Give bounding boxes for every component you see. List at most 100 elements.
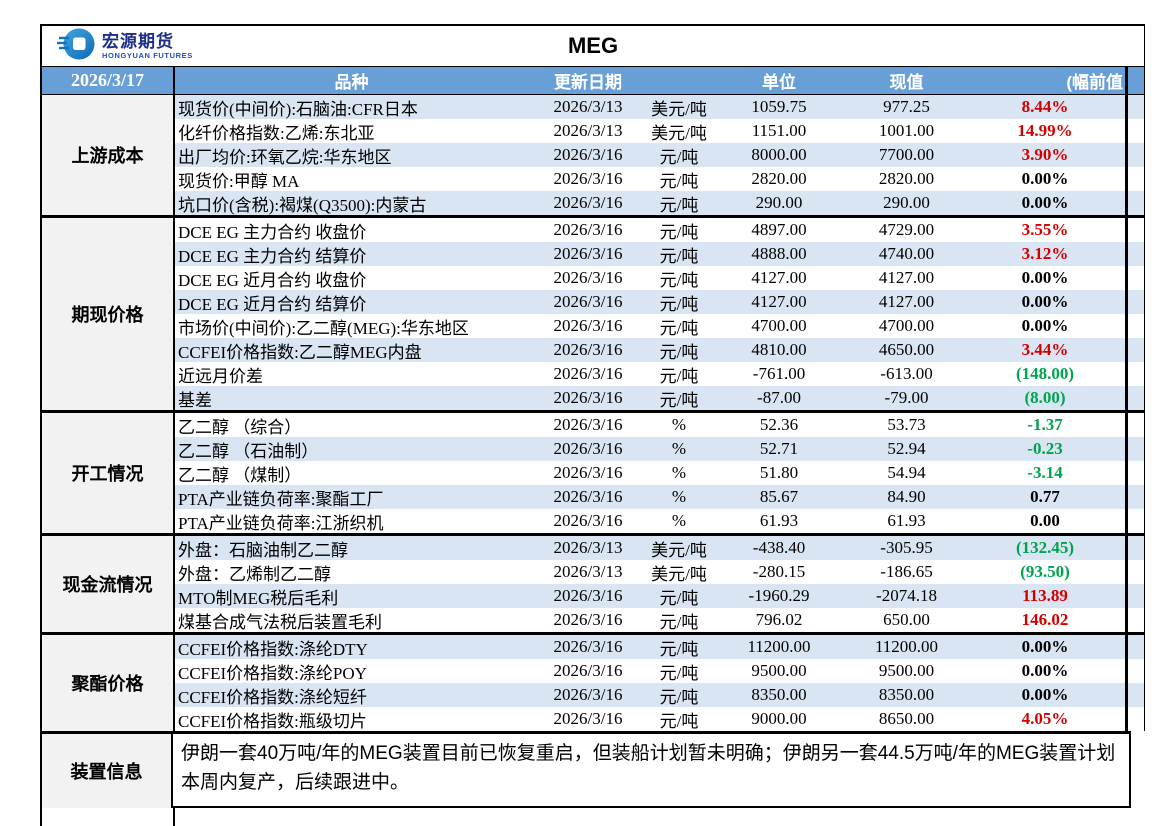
row-change: -0.23 <box>965 437 1128 461</box>
row-unit: 元/吨 <box>659 366 699 386</box>
row-spacer <box>1128 167 1144 191</box>
row-previous: 84.90 <box>887 487 926 506</box>
row-date: 2026/3/13 <box>553 562 623 581</box>
row-current: -1960.29 <box>748 586 810 605</box>
row-change: 3.12% <box>965 242 1128 266</box>
row-spacer <box>1128 509 1144 533</box>
table-row: 现货价(中间价):石脑油:CFR日本 2026/3/13 美元/吨 1059.7… <box>175 95 1144 119</box>
row-unit: 元/吨 <box>659 663 699 683</box>
row-previous: -613.00 <box>880 364 933 383</box>
row-change: (132.45) <box>965 536 1128 560</box>
row-previous: -79.00 <box>884 388 929 407</box>
table-row: CCFEI价格指数:瓶级切片 2026/3/16 元/吨 9000.00 865… <box>175 707 1144 731</box>
info-category: 装置信息 <box>40 734 173 808</box>
row-date: 2026/3/16 <box>553 292 623 311</box>
row-spacer <box>1128 461 1144 485</box>
row-spacer <box>1128 608 1144 632</box>
table-row: 基差 2026/3/16 元/吨 -87.00 -79.00 (8.00) <box>175 386 1144 410</box>
row-unit: 元/吨 <box>659 711 699 731</box>
row-spacer <box>1128 338 1144 362</box>
row-current: 1059.75 <box>751 97 807 116</box>
logo-row: 宏源期货 HONGYUAN FUTURES MEG <box>40 24 1145 66</box>
row-previous: 977.25 <box>883 97 930 116</box>
row-spacer <box>1128 242 1144 266</box>
row-date: 2026/3/16 <box>553 388 623 407</box>
row-previous: 4127.00 <box>878 268 935 287</box>
page-title: MEG <box>567 33 619 58</box>
row-previous: 4650.00 <box>878 340 935 359</box>
row-name: CCFEI价格指数:乙二醇MEG内盘 <box>178 342 422 362</box>
row-name: 乙二醇 （石油制） <box>178 441 319 461</box>
row-previous: 4729.00 <box>878 220 935 239</box>
row-name: 市场价(中间价):乙二醇(MEG):华东地区 <box>178 318 469 338</box>
row-name: DCE EG 主力合约 结算价 <box>178 246 367 266</box>
table-row: 现货价:甲醇 MA 2026/3/16 元/吨 2820.00 2820.00 … <box>175 167 1144 191</box>
row-previous: 4700.00 <box>878 316 935 335</box>
row-change: 0.00% <box>965 314 1128 338</box>
row-current: -280.15 <box>752 562 806 581</box>
row-name: CCFEI价格指数:涤纶POY <box>178 663 367 683</box>
row-name: 现货价(中间价):石脑油:CFR日本 <box>178 99 418 119</box>
row-date: 2026/3/16 <box>553 487 623 506</box>
row-current: 796.02 <box>755 610 803 629</box>
row-current: 11200.00 <box>747 637 811 656</box>
table-tail <box>40 807 175 826</box>
table-row: MTO制MEG税后毛利 2026/3/16 元/吨 -1960.29 -2074… <box>175 584 1144 608</box>
row-previous: 54.94 <box>887 463 926 482</box>
row-spacer <box>1128 707 1144 731</box>
row-name: 坑口价(含税):褐煤(Q3500):内蒙古 <box>178 195 427 215</box>
row-current: 4810.00 <box>751 340 807 359</box>
row-spacer <box>1128 266 1144 290</box>
row-current: 61.93 <box>759 511 799 530</box>
row-unit: % <box>671 463 687 482</box>
table-row: 乙二醇 （综合） 2026/3/16 % 52.36 53.73 -1.37 <box>175 413 1144 437</box>
row-spacer <box>1128 536 1144 560</box>
row-date: 2026/3/16 <box>553 193 623 212</box>
row-spacer <box>1128 218 1144 242</box>
row-previous: 1001.00 <box>878 121 935 140</box>
row-date: 2026/3/16 <box>553 439 623 458</box>
row-change: 113.89 <box>965 584 1128 608</box>
row-unit: 美元/吨 <box>651 123 707 143</box>
row-unit: 美元/吨 <box>651 99 707 119</box>
row-change: 3.44% <box>965 338 1128 362</box>
row-date: 2026/3/16 <box>553 268 623 287</box>
row-change: 0.00% <box>965 191 1128 215</box>
row-change: (93.50) <box>965 560 1128 584</box>
section-category: 上游成本 <box>42 95 175 215</box>
row-date: 2026/3/16 <box>553 244 623 263</box>
row-spacer <box>1128 119 1144 143</box>
row-unit: 元/吨 <box>659 588 699 608</box>
table-row: 乙二醇 （煤制） 2026/3/16 % 51.80 54.94 -3.14 <box>175 461 1144 485</box>
section-3: 开工情况 乙二醇 （综合） 2026/3/16 % 52.36 53.73 -1… <box>40 410 1145 533</box>
row-current: 8350.00 <box>751 685 807 704</box>
row-previous: 8650.00 <box>878 709 935 728</box>
row-change: 8.44% <box>965 95 1128 119</box>
table-row: 市场价(中间价):乙二醇(MEG):华东地区 2026/3/16 元/吨 470… <box>175 314 1144 338</box>
row-current: 51.80 <box>759 463 799 482</box>
row-date: 2026/3/13 <box>553 97 623 116</box>
row-name: 基差 <box>178 390 212 410</box>
table-row: PTA产业链负荷率:聚酯工厂 2026/3/16 % 85.67 84.90 0… <box>175 485 1144 509</box>
row-date: 2026/3/16 <box>553 415 623 434</box>
table-body: 上游成本 现货价(中间价):石脑油:CFR日本 2026/3/13 美元/吨 1… <box>40 95 1145 731</box>
row-unit: 元/吨 <box>659 639 699 659</box>
row-change: -3.14 <box>965 461 1128 485</box>
table-row: CCFEI价格指数:乙二醇MEG内盘 2026/3/16 元/吨 4810.00… <box>175 338 1144 362</box>
row-previous: 650.00 <box>883 610 930 629</box>
row-current: 2820.00 <box>751 169 807 188</box>
row-previous: 4740.00 <box>878 244 935 263</box>
row-name: MTO制MEG税后毛利 <box>178 588 339 608</box>
row-unit: 元/吨 <box>659 612 699 632</box>
row-previous: 4127.00 <box>878 292 935 311</box>
row-previous: -186.65 <box>880 562 933 581</box>
row-date: 2026/3/16 <box>553 364 623 383</box>
row-current: 85.67 <box>759 487 799 506</box>
row-date: 2026/3/16 <box>553 661 623 680</box>
row-date: 2026/3/16 <box>553 145 623 164</box>
section-category: 开工情况 <box>42 413 175 533</box>
logo-company-name: 宏源期货 <box>102 31 174 51</box>
row-unit: % <box>671 415 687 434</box>
row-change: 3.55% <box>965 218 1128 242</box>
table-row: 坑口价(含税):褐煤(Q3500):内蒙古 2026/3/16 元/吨 290.… <box>175 191 1144 215</box>
